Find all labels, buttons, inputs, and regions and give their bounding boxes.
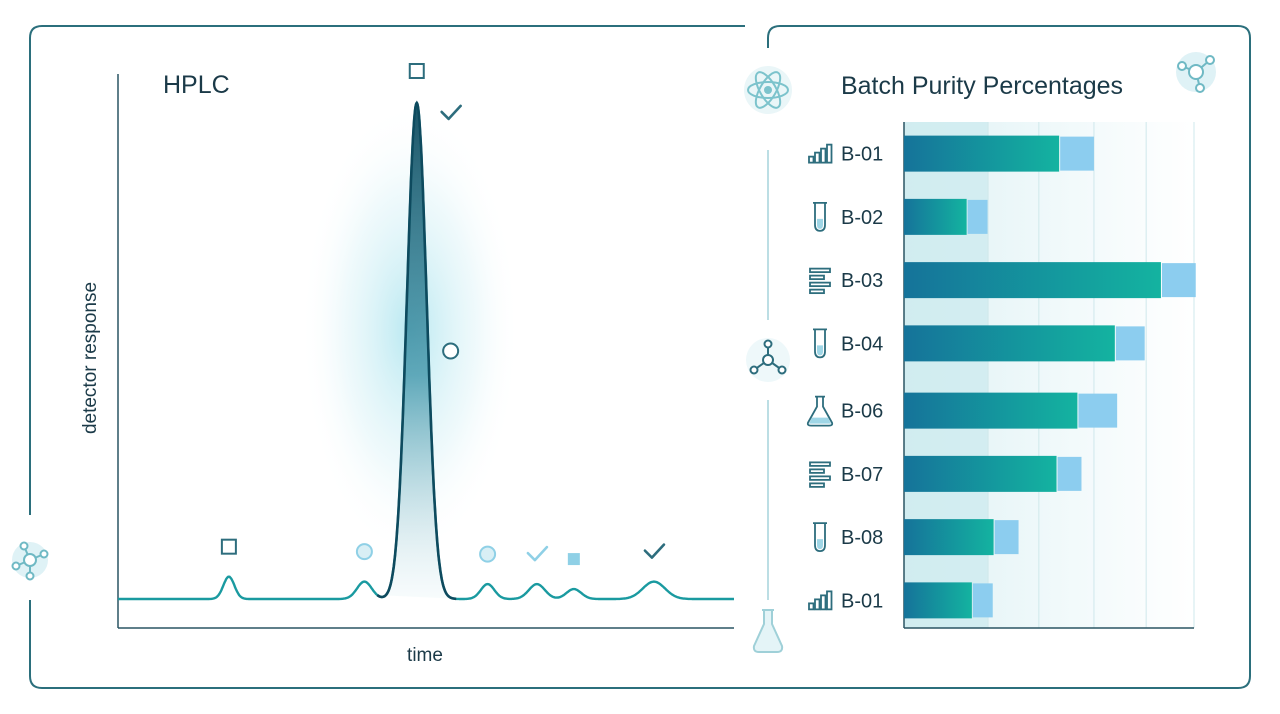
annotation-marker-2: [442, 342, 460, 360]
peak-marker-4: [479, 545, 497, 563]
peak-marker-3: [408, 63, 425, 79]
hplc-chart: HPLC time detector response: [80, 63, 734, 666]
category-label-5: B-06: [841, 401, 883, 423]
bar-B-08-7: [904, 519, 994, 556]
flask-icon-5: [806, 395, 834, 427]
peak-marker-1: [220, 538, 237, 555]
bar-B-03-3: [904, 262, 1161, 299]
bar-tip-B-01-1: [1060, 136, 1094, 171]
peak-marker-2: [355, 543, 373, 561]
category-label-8: B-01: [841, 590, 883, 612]
bar-tip-B-08-7: [994, 520, 1019, 555]
bar-tip-B-01-8: [972, 583, 993, 618]
atom-icon: [744, 66, 792, 114]
y-axis-label: detector response: [80, 282, 101, 434]
category-label-7: B-08: [841, 527, 883, 549]
bar-chart-icon-1: [808, 143, 833, 164]
test-tube-icon-7: [813, 522, 827, 553]
purity-title: Batch Purity Percentages: [841, 72, 1123, 100]
bar-B-06-5: [904, 392, 1078, 429]
category-label-2: B-02: [841, 207, 883, 229]
flask-icon: [752, 609, 784, 653]
peak-marker-7: [643, 543, 666, 559]
left-panel-frame: [29, 25, 768, 689]
peak-marker-6: [567, 553, 580, 566]
bar-tip-B-06-5: [1078, 393, 1118, 428]
network-icon-small: [11, 541, 49, 581]
list-icon-3: [809, 267, 831, 295]
hplc-title: HPLC: [163, 71, 230, 99]
molecule-icon: [746, 338, 790, 382]
category-label-1: B-01: [841, 144, 883, 166]
bar-B-01-8: [904, 582, 972, 619]
bar-tip-B-03-3: [1161, 263, 1196, 298]
x-axis-label: time: [407, 645, 443, 666]
bar-B-02-2: [904, 198, 967, 235]
right-panel-frame: [767, 25, 1251, 689]
annotation-marker-1: [440, 104, 462, 121]
bar-B-01-1: [904, 135, 1060, 172]
main-peak-fill: [377, 103, 457, 599]
category-label-4: B-04: [841, 333, 883, 355]
purity-chart: Batch Purity Percentages B-01 B-02 B-03 B-0…: [806, 72, 1196, 629]
bar-tip-B-02-2: [967, 199, 988, 234]
test-tube-icon-4: [813, 328, 827, 359]
category-label-3: B-03: [841, 270, 883, 292]
list-icon-6: [809, 461, 831, 488]
peak-marker-5: [526, 545, 549, 562]
bar-tip-B-04-4: [1115, 326, 1145, 361]
network-icon: [1176, 52, 1216, 93]
main-peak-outline: [376, 100, 457, 601]
test-tube-icon-2: [813, 201, 827, 232]
category-label-6: B-07: [841, 464, 883, 486]
bar-B-04-4: [904, 325, 1115, 362]
bar-tip-B-07-6: [1057, 456, 1082, 491]
bar-chart-icon-8: [808, 590, 833, 611]
bar-B-07-6: [904, 455, 1057, 492]
